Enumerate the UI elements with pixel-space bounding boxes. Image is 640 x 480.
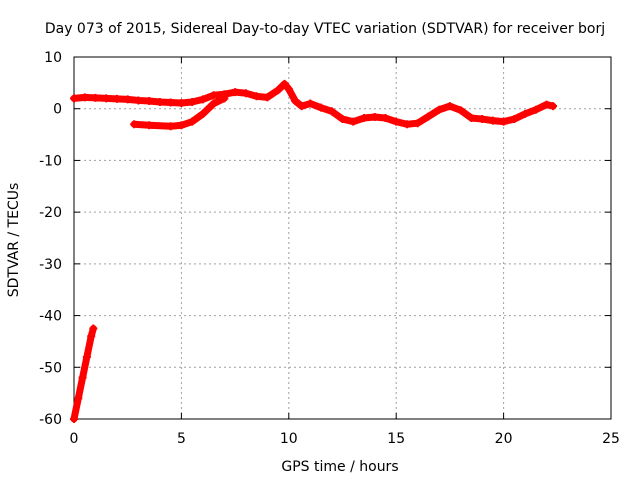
data-point [188,97,197,106]
series-steep-segment [70,324,98,423]
chart-title: Day 073 of 2015, Sidereal Day-to-day VTE… [45,21,605,37]
data-point [349,117,358,126]
data-point [327,107,336,116]
data-point [112,94,121,103]
data-point [70,94,78,103]
data-point [188,117,197,126]
data-point [424,112,433,121]
data-point [370,112,379,121]
x-tick-label: 25 [602,431,620,447]
data-point [78,373,87,382]
data-point [231,88,240,97]
series-lower-arc [130,94,229,131]
data-point [198,95,207,104]
x-tick-label: 0 [70,431,79,447]
data-point [241,89,250,98]
data-point [80,93,89,102]
data-point [499,117,508,126]
data-point [338,115,347,124]
y-tick-label: -60 [39,412,62,428]
data-point [252,92,261,101]
x-tick-label: 10 [280,431,298,447]
data-point [381,114,390,123]
y-tick-label: -10 [39,153,62,169]
data-point [89,324,98,333]
data-point [542,100,551,109]
data-point [317,103,326,112]
data-point [198,109,207,118]
data-point [284,85,293,94]
data-point [70,415,78,423]
grid [74,57,611,419]
data-point [130,120,139,129]
data-point [402,120,411,129]
data-point [82,352,91,361]
data-point [413,119,422,128]
data-point [510,115,519,124]
series-main-track [70,79,558,129]
data-point [435,105,444,114]
plot-frame [73,56,612,420]
data-point [521,109,530,118]
data-point [87,332,96,341]
x-tick-label: 20 [495,431,513,447]
x-axis-label: GPS time / hours [281,459,398,475]
data-point [297,102,306,111]
data-point [123,95,132,104]
data-point [102,94,111,103]
data-point [467,114,476,123]
data-point [359,114,368,123]
data-point [145,96,154,105]
x-tick-label: 15 [387,431,405,447]
data-point [209,99,218,108]
data-point [280,79,289,88]
data-point [177,121,186,130]
data-point [74,394,83,403]
data-point [166,122,175,131]
data-point [209,91,218,100]
data-point [274,86,283,95]
data-point [263,93,272,102]
y-tick-label: -30 [39,257,62,273]
data-point [166,98,175,107]
data-point [456,106,465,115]
data-point [220,94,229,103]
y-tick-label: -50 [39,360,62,376]
data-point [145,121,154,130]
x-tick-label: 5 [177,431,186,447]
data-point [91,93,100,102]
y-tick-label: 10 [44,50,62,66]
data-point [306,99,315,108]
y-tick-label: 0 [53,102,62,118]
data-point [291,96,300,105]
data-point [549,102,558,111]
series-layer [70,79,558,423]
y-tick-label: -20 [39,205,62,221]
data-point [134,96,143,105]
y-tick-label: -40 [39,309,62,325]
data-point [155,97,164,106]
ticks: 0 5 10 15 20 25 -60 -50 -40 -30 -20 -10 0 10 [39,50,620,447]
data-point [478,115,487,124]
data-point [531,105,540,114]
data-point [488,116,497,125]
series-line [70,325,97,423]
data-point [445,102,454,111]
data-point [392,117,401,126]
y-axis-label: SDTVAR / TECUs [6,183,22,298]
data-point [177,99,186,108]
